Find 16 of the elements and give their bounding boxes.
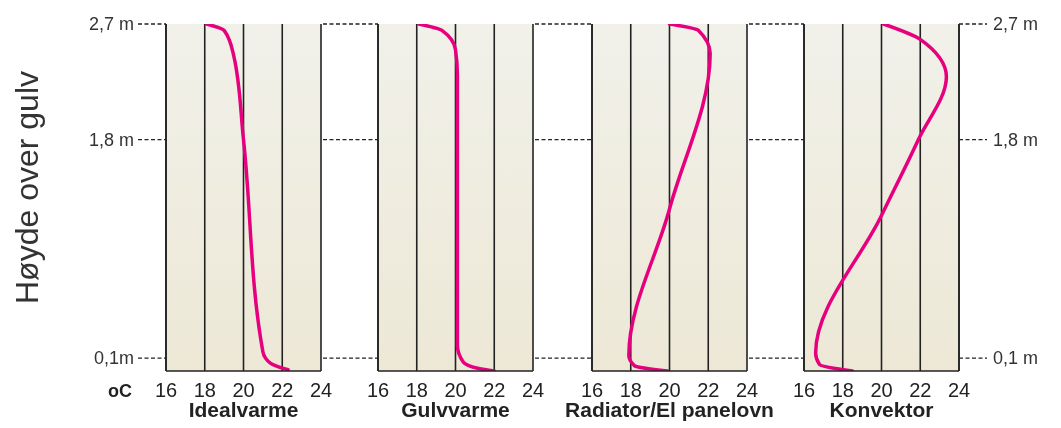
y2-tick-label: 1,8 m (993, 129, 1039, 150)
x-axis-title: oC (108, 381, 132, 401)
line-series (813, 24, 949, 371)
y-tick-label: 1,8 m (88, 129, 134, 150)
x-tick-label: 16 (154, 379, 178, 402)
y-axis-title: Høyde over gulv (9, 71, 45, 304)
x-tick-label: 16 (792, 379, 816, 402)
y-tick-label: 0,1m (93, 348, 134, 369)
x-tick-label: 24 (521, 379, 545, 402)
y2-tick-label: 0,1 m (993, 348, 1039, 369)
x-tick-label: 16 (366, 379, 390, 402)
line-series (204, 24, 290, 371)
x-tick-label: 24 (309, 379, 333, 402)
y-tick-label: 2,7 m (88, 14, 134, 35)
y2-tick-label: 2,7 m (993, 14, 1039, 35)
x-tick-label: 24 (947, 379, 971, 402)
